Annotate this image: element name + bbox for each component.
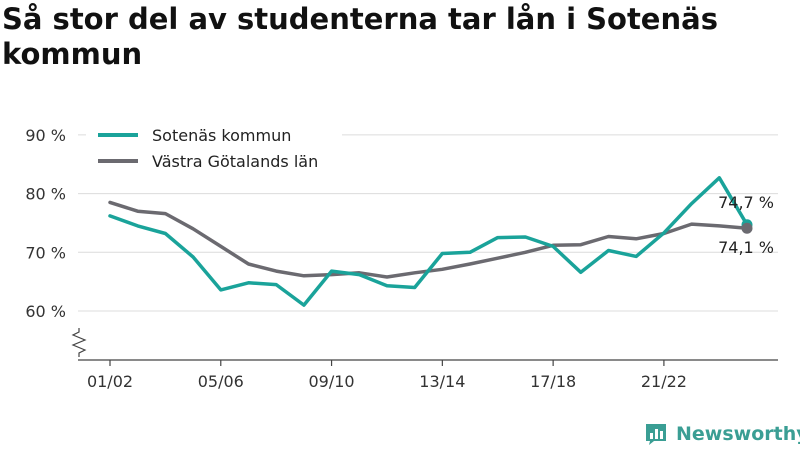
axis-break-icon [71,328,87,357]
brand-logo: Newsworthy [644,420,800,448]
y-tick-label: 70 % [25,243,66,262]
bar-chart-logo-icon [646,424,666,445]
end-label-sotenas: 74,7 % [718,193,774,212]
axes: 60 % 70 % 80 % 90 % 01/02 05/06 09/10 13/14 17/1… [25,126,778,391]
y-tick-label: 60 % [25,302,66,321]
x-tick-label: 01/02 [87,372,133,391]
x-tick-label: 05/06 [198,372,244,391]
legend-label: Sotenäs kommun [152,126,291,145]
series-line-0 [108,176,749,307]
legend-label: Västra Götalands län [152,152,318,171]
x-tick-label: 21/22 [641,372,687,391]
legend-background [86,120,342,180]
brand-name: Newsworthy [676,423,800,445]
y-tick-label: 90 % [25,126,66,145]
legend: Sotenäs kommun Västra Götalands län [86,120,342,180]
series-lines [108,176,749,307]
x-tick-label: 13/14 [419,372,465,391]
x-tick-label: 17/18 [530,372,576,391]
series-end-point [741,222,753,234]
x-tick-label: 09/10 [309,372,355,391]
y-tick-label: 80 % [25,185,66,204]
chart-title: Så stor del av studenterna tar lån i Sot… [2,2,718,71]
end-label-vastra-gotaland: 74,1 % [718,238,774,257]
end-labels: 74,7 % 74,1 % [718,193,774,257]
series-line-1 [108,200,749,279]
